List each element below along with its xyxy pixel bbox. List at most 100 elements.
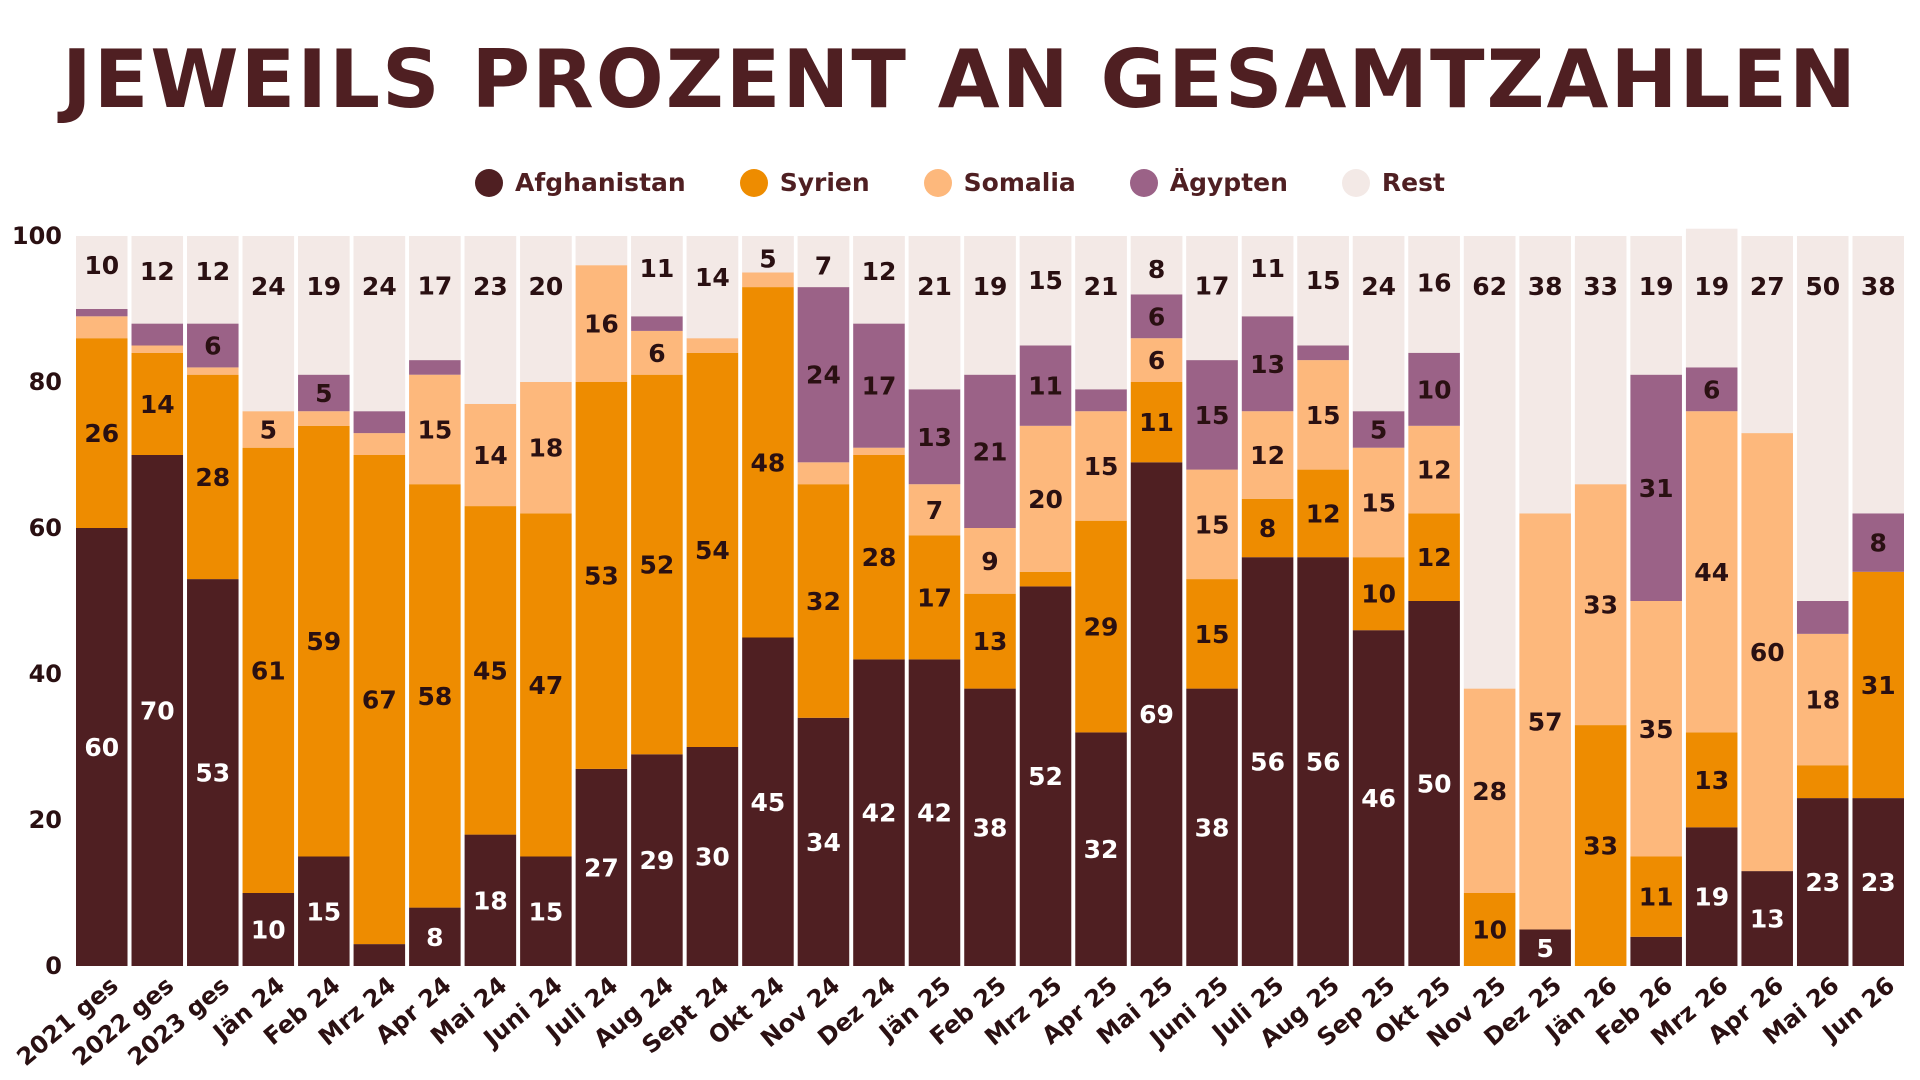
bar-segment-syrien bbox=[187, 374, 239, 580]
legend-label: Ägypten bbox=[1169, 168, 1288, 197]
bar-segment-syrien bbox=[409, 484, 461, 908]
data-label: 56 bbox=[1306, 748, 1341, 777]
bar-segment-ägypten bbox=[797, 287, 850, 463]
data-label: 8 bbox=[1870, 529, 1887, 558]
legend-item-2: Somalia bbox=[923, 168, 1076, 197]
data-label: 24 bbox=[1361, 272, 1396, 301]
data-label: 19 bbox=[1694, 272, 1729, 301]
data-label: 53 bbox=[584, 561, 619, 590]
legend-label: Rest bbox=[1381, 168, 1445, 197]
bar-segment-ägypten bbox=[631, 316, 683, 331]
data-label: 60 bbox=[1750, 638, 1785, 667]
data-label: 24 bbox=[362, 272, 397, 301]
y-tick-label: 40 bbox=[29, 660, 62, 688]
bar-segment-afghanistan bbox=[1075, 732, 1127, 966]
data-label: 19 bbox=[1639, 272, 1674, 301]
legend-label: Somalia bbox=[963, 168, 1076, 197]
bar-segment-afghanistan bbox=[464, 834, 517, 966]
bar-segment-syrien bbox=[1463, 893, 1516, 966]
chart-title: JEWEILS PROZENT AN GESAMTZAHLEN bbox=[62, 33, 1858, 126]
data-label: 15 bbox=[1195, 620, 1230, 649]
bar-segment-rest bbox=[520, 236, 572, 382]
bar-segment-syrien bbox=[1186, 579, 1238, 689]
bar-segment-syrien bbox=[520, 513, 572, 857]
bar-segment-afghanistan bbox=[797, 717, 850, 966]
bar-segment-afghanistan bbox=[742, 637, 794, 966]
bar-segment-afghanistan bbox=[1630, 936, 1682, 966]
bar-segment-ägypten bbox=[1796, 601, 1849, 634]
bar-segment-afghanistan bbox=[1186, 688, 1238, 966]
data-label: 58 bbox=[417, 682, 452, 711]
legend-swatch bbox=[475, 168, 504, 197]
data-label: 10 bbox=[1472, 916, 1507, 945]
bar-segment-rest bbox=[853, 236, 905, 324]
data-label: 6 bbox=[1148, 346, 1165, 375]
data-label: 12 bbox=[1250, 441, 1285, 470]
bar-segment-afghanistan bbox=[353, 944, 406, 966]
data-label: 18 bbox=[473, 886, 508, 915]
data-label: 60 bbox=[84, 733, 119, 762]
data-label: 15 bbox=[1195, 401, 1230, 430]
bar-segment-rest bbox=[797, 236, 850, 288]
bar-segment-somalia bbox=[964, 528, 1016, 594]
bar-segment-somalia bbox=[1630, 601, 1682, 857]
data-label: 50 bbox=[1805, 272, 1840, 301]
data-label: 44 bbox=[1694, 558, 1729, 587]
data-label: 12 bbox=[862, 257, 897, 286]
bar-segment-rest bbox=[1186, 236, 1238, 361]
bar-segment-ägypten bbox=[1685, 367, 1738, 412]
bar-segment-afghanistan bbox=[1685, 827, 1738, 966]
data-label: 17 bbox=[1195, 272, 1230, 301]
data-label: 23 bbox=[1805, 868, 1840, 897]
data-label: 38 bbox=[1195, 813, 1230, 842]
bar-segment-afghanistan bbox=[242, 893, 295, 966]
bar-segment-rest bbox=[298, 236, 350, 375]
bar-segment-afghanistan bbox=[686, 747, 739, 966]
data-label: 52 bbox=[640, 551, 675, 580]
data-label: 21 bbox=[973, 437, 1008, 466]
legend-swatch bbox=[1341, 168, 1370, 197]
bar-segment-rest bbox=[631, 236, 683, 317]
bar-segment-syrien bbox=[298, 425, 350, 857]
data-label: 47 bbox=[528, 671, 563, 700]
data-label: 13 bbox=[1250, 350, 1285, 379]
bar-segment-somalia bbox=[1130, 338, 1183, 382]
data-label: 15 bbox=[306, 897, 341, 926]
bar-segment-somalia bbox=[1408, 425, 1460, 514]
data-label: 7 bbox=[926, 496, 943, 525]
bar-segment-rest bbox=[575, 236, 628, 266]
bar-segment-ägypten bbox=[964, 374, 1016, 528]
y-tick-label: 100 bbox=[12, 222, 62, 250]
bar-segment-somalia bbox=[520, 382, 572, 514]
bar-segment-afghanistan bbox=[964, 688, 1016, 966]
bar-segment-somalia bbox=[1297, 360, 1349, 470]
bar-segment-rest bbox=[1352, 236, 1405, 412]
legend: Afghanistan Syrien Somalia Ägypten Rest bbox=[0, 168, 1920, 197]
bar-segment-somalia bbox=[1186, 469, 1238, 580]
data-label: 11 bbox=[1639, 883, 1674, 912]
data-label: 12 bbox=[1306, 499, 1341, 528]
data-label: 45 bbox=[473, 656, 508, 685]
data-label: 27 bbox=[1750, 272, 1785, 301]
bar-segment-afghanistan bbox=[908, 659, 961, 966]
bar-segment-ägypten bbox=[187, 323, 239, 368]
legend-label: Syrien bbox=[779, 168, 870, 197]
bar-segment-ägypten bbox=[298, 374, 350, 412]
data-label: 33 bbox=[1583, 591, 1618, 620]
bar-segment-ägypten bbox=[1352, 411, 1405, 448]
bar-segment-afghanistan bbox=[1519, 929, 1571, 966]
bar-segment-rest bbox=[686, 236, 739, 339]
data-label: 12 bbox=[1417, 543, 1452, 572]
bar-segment-afghanistan bbox=[1241, 557, 1294, 966]
data-label: 11 bbox=[1139, 408, 1174, 437]
bar-segment-somalia bbox=[631, 330, 683, 375]
data-label: 19 bbox=[973, 272, 1008, 301]
legend-item-4: Rest bbox=[1341, 168, 1445, 197]
bar-segment-afghanistan bbox=[1297, 557, 1349, 966]
bar-segment-syrien bbox=[853, 455, 905, 660]
bar-segment-ägypten bbox=[1852, 513, 1904, 572]
data-label: 14 bbox=[140, 390, 175, 419]
bar-segment-ägypten bbox=[1019, 345, 1072, 426]
data-label: 15 bbox=[528, 897, 563, 926]
bar-segment-syrien bbox=[242, 447, 295, 893]
